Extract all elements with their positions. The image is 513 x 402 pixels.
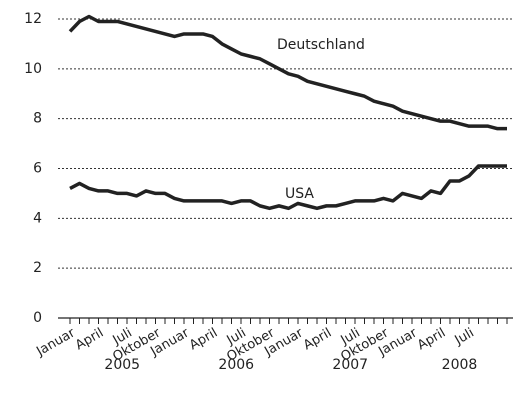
y-tick-label: 4: [33, 210, 42, 226]
x-tick-label: April: [73, 326, 106, 354]
x-tick-label: April: [301, 326, 334, 354]
year-label: 2007: [332, 357, 368, 373]
x-tick-label: Juli: [452, 326, 477, 349]
y-tick-label: 8: [33, 111, 42, 127]
y-tick-label: 2: [33, 260, 42, 276]
y-tick-label: 12: [24, 11, 42, 27]
series-label: Deutschland: [277, 37, 365, 53]
year-label: 2006: [218, 357, 254, 373]
y-tick-label: 10: [24, 61, 42, 77]
line-series: [69, 164, 507, 211]
year-label: 2005: [104, 357, 140, 373]
x-tick-label: April: [415, 326, 448, 354]
x-tick-label: April: [187, 326, 220, 354]
y-tick-label: 6: [33, 161, 42, 177]
x-tick-label: Januar: [33, 325, 78, 360]
line-series: [68, 14, 507, 131]
year-label: 2008: [442, 357, 478, 373]
y-tick-label: 0: [33, 310, 42, 326]
series-label: USA: [285, 186, 314, 202]
